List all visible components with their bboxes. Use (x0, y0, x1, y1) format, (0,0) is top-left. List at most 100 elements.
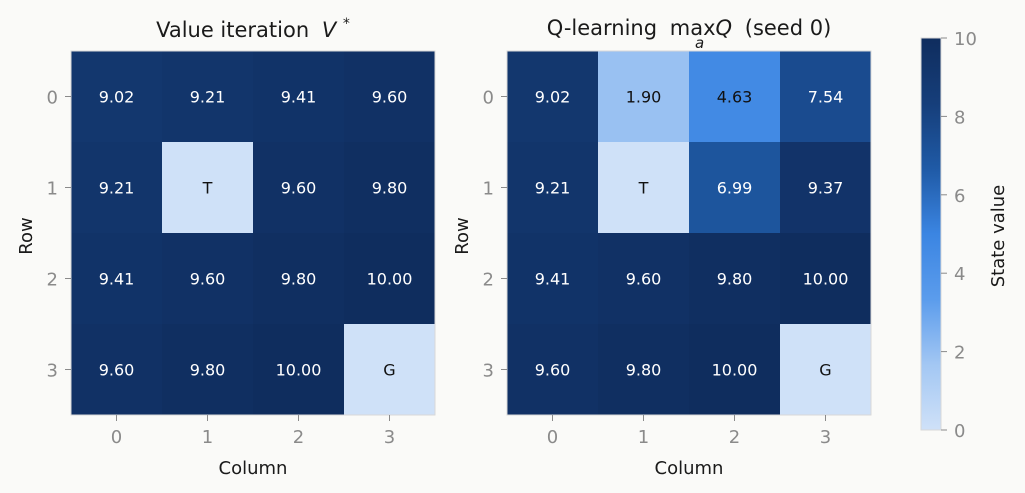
right-y-tick-2: 2 (483, 270, 494, 291)
right-x-axis-label: Column (655, 458, 724, 479)
left-y-tick-2: 2 (47, 270, 58, 291)
right-cell-2-1 (598, 233, 689, 324)
right-cell-1-2 (689, 142, 780, 233)
left-cell-label-1-2: 9.60 (281, 179, 317, 198)
left-cell-0-2 (253, 51, 344, 142)
left-cell-label-0-0: 9.02 (99, 88, 135, 107)
left-x-tick-3: 3 (384, 427, 395, 448)
left-cell-label-2-3: 10.00 (367, 270, 413, 289)
right-cell-label-2-1: 9.60 (626, 270, 662, 289)
right-cell-3-1 (598, 324, 689, 415)
left-cell-label-1-0: 9.21 (99, 179, 135, 198)
left-cell-label-0-3: 9.60 (372, 88, 408, 107)
left-cell-0-0 (71, 51, 162, 142)
left-cell-label-2-0: 9.41 (99, 270, 135, 289)
right-cell-1-0 (507, 142, 598, 233)
right-x-tick-0: 0 (547, 427, 558, 448)
right-cell-3-0 (507, 324, 598, 415)
right-cell-2-3 (780, 233, 871, 324)
right-cell-label-0-2: 4.63 (717, 88, 753, 107)
colorbar: 0 2 4 6 8 10 (920, 29, 977, 442)
right-y-tick-3: 3 (483, 361, 494, 382)
right-cell-0-1 (598, 51, 689, 142)
left-x-tick-2: 2 (293, 427, 304, 448)
left-cell-label-2-1: 9.60 (190, 270, 226, 289)
right-cell-label-1-2: 6.99 (717, 179, 753, 198)
right-heatmap: 9.02 1.90 4.63 7.54 9.21 T 6.99 9.37 9.41 9.60 9.8… (483, 50, 872, 448)
right-cell-label-3-0: 9.60 (535, 361, 571, 380)
right-cell-0-2 (689, 51, 780, 142)
left-cell-1-0 (71, 142, 162, 233)
left-cell-2-3 (344, 233, 435, 324)
right-cell-label-1-0: 9.21 (535, 179, 571, 198)
right-cell-label-0-1: 1.90 (626, 88, 662, 107)
colorbar-gradient (920, 37, 942, 431)
left-cell-label-0-1: 9.21 (190, 88, 226, 107)
left-cell-2-1 (162, 233, 253, 324)
left-cell-label-3-0: 9.60 (99, 361, 135, 380)
right-chart-title-subscript: a (695, 34, 704, 52)
left-cell-label-2-2: 9.80 (281, 270, 317, 289)
left-heatmap: 9.02 9.21 9.41 9.60 9.21 T 9.60 9.80 9.41 9.60 9.8… (47, 50, 436, 448)
colorbar-tick-3: 6 (954, 186, 965, 207)
left-cell-label-3-3: G (383, 361, 395, 380)
colorbar-tick-5: 10 (954, 29, 977, 50)
right-cell-label-0-3: 7.54 (808, 88, 844, 107)
left-cell-label-1-1: T (202, 179, 213, 198)
right-x-tick-2: 2 (729, 427, 740, 448)
right-chart-title: Q-learning maxQ (seed 0) (547, 16, 832, 40)
right-frame (506, 50, 872, 416)
left-y-tick-1: 1 (47, 179, 58, 200)
right-cell-label-1-1: T (638, 179, 649, 198)
colorbar-tick-4: 8 (954, 107, 965, 128)
left-cell-3-2 (253, 324, 344, 415)
right-cell-2-2 (689, 233, 780, 324)
right-cell-1-3 (780, 142, 871, 233)
left-cell-1-1 (162, 142, 253, 233)
left-cell-1-3 (344, 142, 435, 233)
right-cell-3-2 (689, 324, 780, 415)
right-cell-label-3-1: 9.80 (626, 361, 662, 380)
right-y-tick-1: 1 (483, 179, 494, 200)
left-cell-0-3 (344, 51, 435, 142)
right-x-tick-3: 3 (820, 427, 831, 448)
right-cell-label-1-3: 9.37 (808, 179, 844, 198)
left-y-axis-label: Row (16, 217, 37, 254)
left-cell-1-2 (253, 142, 344, 233)
right-cell-1-1 (598, 142, 689, 233)
left-cell-label-3-1: 9.80 (190, 361, 226, 380)
left-cell-2-0 (71, 233, 162, 324)
colorbar-tick-0: 0 (954, 421, 965, 442)
right-cell-label-0-0: 9.02 (535, 88, 571, 107)
right-cell-label-2-2: 9.80 (717, 270, 753, 289)
left-cell-3-1 (162, 324, 253, 415)
left-x-tick-0: 0 (111, 427, 122, 448)
left-x-axis-label: Column (219, 458, 288, 479)
left-cell-3-0 (71, 324, 162, 415)
left-chart-title: Value iteration V * (156, 16, 350, 42)
left-y-tick-0: 0 (47, 88, 58, 109)
right-cell-label-2-0: 9.41 (535, 270, 571, 289)
right-x-tick-1: 1 (638, 427, 649, 448)
right-cell-label-3-2: 10.00 (712, 361, 758, 380)
right-cell-label-3-3: G (819, 361, 831, 380)
left-cell-label-0-2: 9.41 (281, 88, 317, 107)
left-cell-0-1 (162, 51, 253, 142)
colorbar-label: State value (988, 185, 1009, 288)
left-frame (70, 50, 436, 416)
left-cell-label-3-2: 10.00 (276, 361, 322, 380)
left-x-tick-1: 1 (202, 427, 213, 448)
left-cell-2-2 (253, 233, 344, 324)
right-y-axis-label: Row (452, 217, 473, 254)
right-cell-0-0 (507, 51, 598, 142)
right-y-tick-0: 0 (483, 88, 494, 109)
right-cell-label-2-3: 10.00 (803, 270, 849, 289)
left-cell-label-1-3: 9.80 (372, 179, 408, 198)
right-cell-0-3 (780, 51, 871, 142)
left-cell-3-3 (344, 324, 435, 415)
colorbar-tick-1: 2 (954, 343, 965, 364)
right-cell-2-0 (507, 233, 598, 324)
right-cell-3-3 (780, 324, 871, 415)
left-y-tick-3: 3 (47, 361, 58, 382)
